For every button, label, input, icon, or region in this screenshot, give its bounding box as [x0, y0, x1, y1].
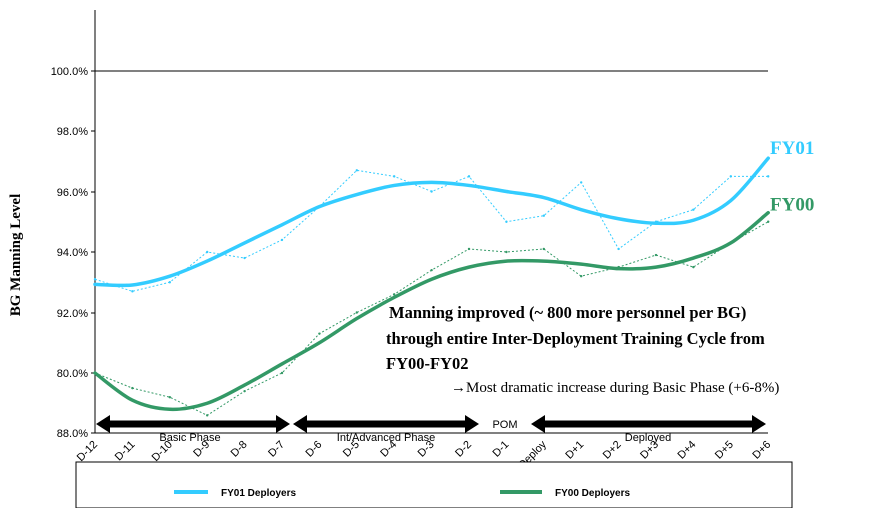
annotation-line-1: Manning improved (~ 800 more personnel p…: [389, 303, 746, 322]
phase-layer: Basic Phase Int/Advanced Phase POM Deployed: [96, 415, 766, 444]
fy01-data-point: [206, 250, 209, 254]
fy00-data-point: [467, 247, 471, 251]
fy01-data-point: [505, 220, 508, 223]
y-tick-label: 80.0%: [57, 368, 88, 380]
fy01-data-point: [692, 208, 695, 211]
fy00-data-point: [654, 253, 658, 257]
fy00-data-point: [355, 311, 358, 314]
fy01-actual-line: [94, 169, 769, 292]
fy00-data-point: [168, 396, 171, 399]
fy01-data-point: [580, 181, 583, 184]
y-axis-label: BG Manning Level: [8, 194, 24, 317]
x-tick-label: D-2: [453, 439, 474, 460]
fy00-data-point: [393, 293, 396, 296]
series-layer: FY01 FY00: [93, 138, 814, 417]
fy01-data-point: [93, 278, 97, 281]
phase-label-0: Basic Phase: [159, 432, 220, 444]
y-tick-label: 94.0%: [57, 247, 88, 259]
basic-phase-arrow: [96, 415, 290, 433]
annotation-line-3: FY00-FY02: [386, 354, 468, 373]
fy01-data-point: [617, 247, 620, 251]
fy01-data-point: [243, 256, 246, 260]
fy01-data-point: [430, 190, 433, 193]
legend-fy00-label: FY00 Deployers: [555, 488, 630, 499]
fy00-data-point: [692, 265, 695, 269]
x-tick-label: D+4: [676, 439, 699, 462]
phase-label-2: POM: [492, 419, 517, 431]
y-ticks: 88.0% 80.0% 92.0% 94.0% 96.0% 98.0% 100.0%: [51, 66, 95, 440]
legend: FY01 Deployers FY00 Deployers: [75, 461, 793, 508]
fy00-data-point: [206, 414, 209, 417]
fy00-data-point: [131, 386, 134, 390]
fy00-end-label: FY00: [770, 195, 814, 216]
x-tick-label: D+6: [750, 439, 773, 462]
x-tick-label: D+2: [601, 439, 624, 462]
x-tick-label: D-7: [266, 439, 287, 460]
x-tick-label: D-1: [490, 439, 511, 460]
fy01-data-point: [280, 238, 284, 242]
fy01-data-point: [467, 175, 471, 178]
y-tick-label: 92.0%: [57, 308, 88, 320]
fy00-data-point: [767, 220, 770, 223]
axes: [94, 10, 768, 434]
y-tick-label: 88.0%: [57, 428, 88, 440]
y-tick-label: 96.0%: [57, 187, 88, 199]
fy01-data-point: [131, 290, 134, 293]
legend-box: [75, 461, 793, 508]
fy01-data-point: [168, 281, 171, 284]
fy01-data-point: [355, 169, 358, 172]
annotation-line-2: through entire Inter-Deployment Training…: [386, 329, 765, 348]
fy00-data-point: [280, 371, 284, 375]
y-tick-label: 100.0%: [51, 66, 89, 78]
fy01-end-label: FY01: [770, 138, 814, 159]
x-tick-label: D-8: [229, 439, 250, 460]
phase-label-1: Int/Advanced Phase: [337, 432, 435, 444]
x-tick-label: D-12: [75, 439, 100, 464]
x-tick-label: D-6: [303, 439, 324, 460]
fy00-data-point: [318, 332, 321, 335]
annotation-subtext: →Most dramatic increase during Basic Pha…: [451, 380, 779, 396]
fy01-data-point: [542, 214, 545, 217]
fy00-data-point: [505, 250, 508, 254]
fy00-data-point: [430, 268, 433, 272]
x-tick-label: D+5: [713, 439, 736, 462]
fy01-trend-line: [93, 156, 770, 288]
fy01-data-point: [767, 175, 770, 178]
fy00-trend-line: [93, 210, 770, 412]
legend-fy01-label: FY01 Deployers: [221, 488, 296, 499]
annotation: Manning improved (~ 800 more personnel p…: [386, 303, 779, 396]
x-tick-label: D-11: [113, 439, 138, 464]
phase-label-3: Deployed: [625, 432, 671, 444]
fy00-data-point: [542, 247, 545, 251]
fy00-data-point: [243, 389, 246, 393]
fy00-data-point: [580, 275, 583, 278]
deployed-phase-arrow: [531, 415, 766, 433]
int-advanced-phase-arrow: [293, 415, 479, 433]
fy01-data-point: [393, 175, 396, 178]
y-tick-label: 98.0%: [57, 126, 88, 138]
x-tick-label: D+1: [563, 439, 586, 462]
fy01-data-point: [729, 175, 732, 178]
